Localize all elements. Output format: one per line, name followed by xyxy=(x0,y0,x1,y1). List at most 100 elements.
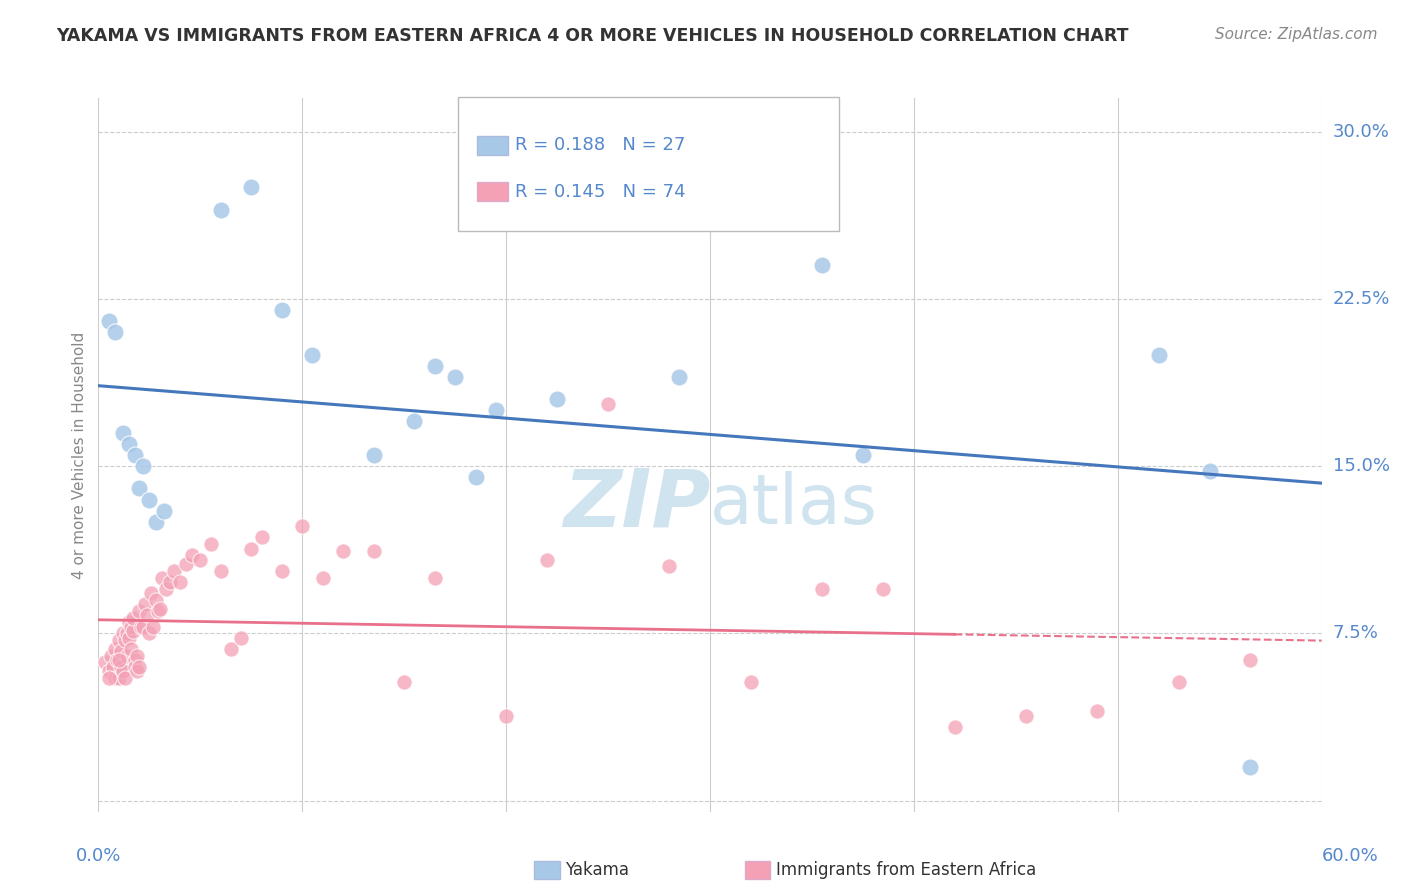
Point xyxy=(104,642,127,657)
Point xyxy=(546,392,568,407)
Text: 30.0%: 30.0% xyxy=(1333,122,1389,141)
Point xyxy=(138,626,160,640)
Point xyxy=(363,448,385,462)
Point xyxy=(301,347,323,362)
Point xyxy=(209,202,232,217)
Point xyxy=(111,664,134,678)
Point xyxy=(1015,708,1038,723)
Point xyxy=(444,369,467,384)
Point xyxy=(485,403,508,417)
Point xyxy=(146,604,169,618)
Point xyxy=(1147,347,1170,362)
Point xyxy=(134,598,156,612)
Point xyxy=(93,655,115,669)
Point xyxy=(132,619,155,633)
Point xyxy=(120,619,142,633)
Text: Immigrants from Eastern Africa: Immigrants from Eastern Africa xyxy=(776,861,1036,879)
Point xyxy=(150,571,173,585)
Text: 22.5%: 22.5% xyxy=(1333,290,1391,308)
Point xyxy=(111,425,134,440)
Point xyxy=(110,660,132,674)
Point xyxy=(363,543,385,558)
Point xyxy=(122,624,145,639)
Point xyxy=(392,675,416,690)
Point xyxy=(811,582,834,596)
Text: 7.5%: 7.5% xyxy=(1333,624,1379,642)
Point xyxy=(404,414,426,428)
Point xyxy=(118,436,141,450)
Point xyxy=(108,671,131,685)
Text: YAKAMA VS IMMIGRANTS FROM EASTERN AFRICA 4 OR MORE VEHICLES IN HOUSEHOLD CORRELA: YAKAMA VS IMMIGRANTS FROM EASTERN AFRICA… xyxy=(56,27,1129,45)
Point xyxy=(129,619,152,633)
Point xyxy=(111,626,134,640)
Point xyxy=(124,660,146,674)
Point xyxy=(145,515,167,529)
Point xyxy=(115,648,138,663)
Point xyxy=(423,359,446,373)
Y-axis label: 4 or more Vehicles in Household: 4 or more Vehicles in Household xyxy=(72,331,87,579)
Point xyxy=(464,470,486,484)
Point xyxy=(145,592,167,607)
Point xyxy=(105,653,128,667)
Point xyxy=(163,564,186,578)
Point xyxy=(141,586,163,600)
Point xyxy=(159,574,181,589)
Point xyxy=(97,314,120,328)
Point xyxy=(181,548,204,563)
Point xyxy=(128,660,150,674)
Point xyxy=(240,541,263,556)
Point xyxy=(122,610,145,624)
Point xyxy=(110,644,132,658)
Point xyxy=(423,571,446,585)
Text: ZIP: ZIP xyxy=(562,466,710,544)
Point xyxy=(740,675,762,690)
Point xyxy=(174,557,197,572)
Point xyxy=(312,571,335,585)
Text: 60.0%: 60.0% xyxy=(1322,847,1378,865)
Point xyxy=(250,530,273,544)
Point xyxy=(1198,464,1220,478)
Point xyxy=(495,708,517,723)
Point xyxy=(108,653,131,667)
Text: R = 0.145   N = 74: R = 0.145 N = 74 xyxy=(515,183,685,201)
Point xyxy=(270,303,294,318)
Point xyxy=(132,458,155,473)
Point xyxy=(104,325,127,339)
Point xyxy=(872,582,894,596)
Point xyxy=(270,564,294,578)
Point xyxy=(155,582,177,596)
Point xyxy=(136,608,159,623)
Text: 0.0%: 0.0% xyxy=(76,847,121,865)
Point xyxy=(169,574,191,589)
Point xyxy=(219,642,242,657)
Point xyxy=(100,648,122,663)
Point xyxy=(142,619,165,633)
Point xyxy=(152,503,174,517)
Text: Yakama: Yakama xyxy=(565,861,630,879)
Point xyxy=(1085,705,1108,719)
Text: 15.0%: 15.0% xyxy=(1333,457,1389,475)
Point xyxy=(101,660,124,674)
Text: R = 0.188   N = 27: R = 0.188 N = 27 xyxy=(515,136,685,154)
Point xyxy=(943,720,966,734)
Point xyxy=(118,631,141,645)
Point xyxy=(97,664,120,678)
Point xyxy=(811,259,834,273)
Point xyxy=(1239,760,1261,774)
Point xyxy=(118,615,141,630)
Point xyxy=(291,519,314,533)
Point xyxy=(149,602,172,616)
Point xyxy=(200,537,222,551)
Point xyxy=(209,564,232,578)
Point xyxy=(104,671,127,685)
Point xyxy=(598,396,620,410)
Point xyxy=(114,633,136,648)
Point xyxy=(114,671,136,685)
Point xyxy=(1239,653,1261,667)
Point xyxy=(128,481,150,495)
Point xyxy=(658,559,681,574)
Point xyxy=(128,604,150,618)
Point xyxy=(127,648,149,663)
Point xyxy=(240,180,263,194)
Point xyxy=(124,448,146,462)
